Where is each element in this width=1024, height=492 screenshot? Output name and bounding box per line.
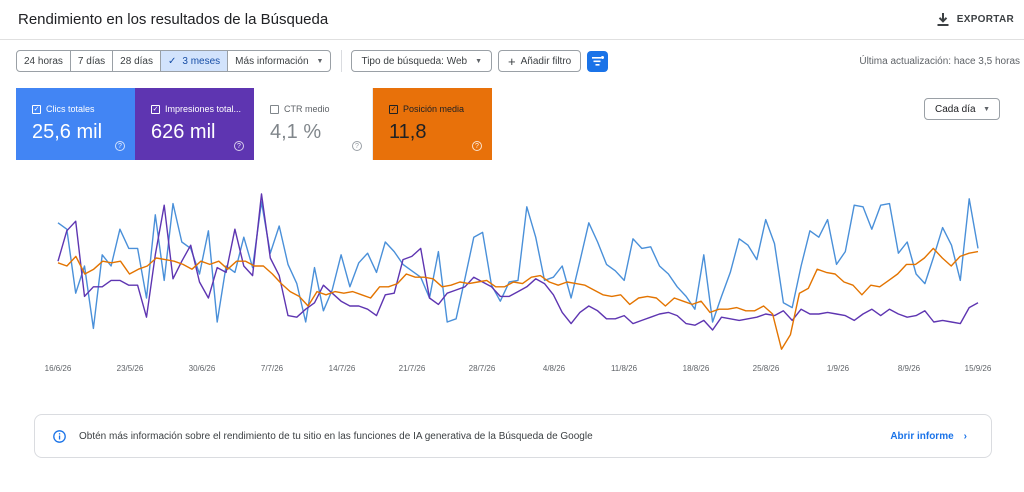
help-icon[interactable]: ? xyxy=(472,141,482,151)
last-update-text: Última actualización: hace 3,5 horas xyxy=(859,56,1020,67)
open-report-link[interactable]: Abrir informe › xyxy=(890,431,967,442)
caret-down-icon: ▼ xyxy=(316,57,324,65)
series-line-0 xyxy=(57,198,979,330)
metric-label: Impresiones total... xyxy=(165,104,242,114)
open-report-label: Abrir informe xyxy=(890,431,954,442)
x-tick-label: 4/8/26 xyxy=(543,364,566,373)
page-title: Rendimiento en los resultados de la Búsq… xyxy=(18,11,329,28)
page-header: Rendimiento en los resultados de la Búsq… xyxy=(0,0,1024,40)
x-tick-label: 11/8/26 xyxy=(611,364,638,373)
checkbox-checked-icon[interactable]: ✓ xyxy=(151,104,160,114)
metric-value: 4,1 % xyxy=(270,121,322,143)
x-tick-label: 15/9/26 xyxy=(965,364,992,373)
ai-features-banner: Obtén más información sobre el rendimien… xyxy=(34,414,992,458)
series-line-2 xyxy=(57,247,979,350)
x-tick-label: 7/7/26 xyxy=(261,364,284,373)
more-info-dropdown[interactable]: Más información ▼ xyxy=(228,51,330,71)
x-tick-label: 25/8/26 xyxy=(753,364,780,373)
x-tick-label: 28/7/26 xyxy=(469,364,496,373)
help-icon[interactable]: ? xyxy=(234,141,244,151)
performance-chart: 16/6/26 23/5/26 30/6/26 7/7/26 14/7/26 21/7/2… xyxy=(45,193,992,373)
metric-value: 25,6 mil xyxy=(32,121,103,143)
granularity-label: Cada día xyxy=(935,103,976,115)
x-tick-label: 1/9/26 xyxy=(827,364,850,373)
caret-down-icon: ▼ xyxy=(475,57,483,65)
x-tick-label: 18/8/26 xyxy=(683,364,710,373)
add-filter-button[interactable]: + Añadir filtro xyxy=(498,50,582,72)
metric-cards: ✓ Clics totales 25,6 mil ? ✓ Impresiones… xyxy=(16,88,492,160)
x-tick-label: 14/7/26 xyxy=(329,364,356,373)
range-24h[interactable]: 24 horas xyxy=(17,51,71,71)
metric-card-header: CTR medio xyxy=(270,104,330,114)
date-range-selector: 24 horas 7 días 28 días ✓ 3 meses Más in… xyxy=(16,50,332,72)
metric-label: CTR medio xyxy=(284,104,330,114)
metric-value: 11,8 xyxy=(389,121,427,143)
series-line-1 xyxy=(57,193,979,331)
metric-label: Clics totales xyxy=(46,104,95,114)
info-icon xyxy=(53,430,66,443)
metric-card-impressions[interactable]: ✓ Impresiones total... 626 mil ? xyxy=(135,88,254,160)
filter-bar: 24 horas 7 días 28 días ✓ 3 meses Más in… xyxy=(16,50,609,72)
x-tick-label: 16/6/26 xyxy=(45,364,72,373)
metric-card-clicks[interactable]: ✓ Clics totales 25,6 mil ? xyxy=(16,88,135,160)
filter-list-icon xyxy=(591,56,604,66)
range-3m[interactable]: ✓ 3 meses xyxy=(160,51,229,71)
range-7d[interactable]: 7 días xyxy=(71,51,114,71)
metric-card-header: ✓ Clics totales xyxy=(32,104,95,114)
filter-settings-button[interactable] xyxy=(587,50,609,72)
checkbox-checked-icon[interactable]: ✓ xyxy=(32,104,41,114)
plus-icon: + xyxy=(508,53,516,69)
search-type-dropdown[interactable]: Tipo de búsqueda: Web ▼ xyxy=(351,50,493,72)
download-icon xyxy=(937,12,949,26)
export-label: EXPORTAR xyxy=(956,13,1014,25)
add-filter-label: Añadir filtro xyxy=(520,55,572,67)
x-tick-label: 23/5/26 xyxy=(117,364,144,373)
x-tick-label: 8/9/26 xyxy=(898,364,921,373)
metric-card-header: ✓ Impresiones total... xyxy=(151,104,241,114)
metric-card-header: ✓ Posición media xyxy=(389,104,464,114)
help-icon[interactable]: ? xyxy=(115,141,125,151)
granularity-dropdown[interactable]: Cada día ▼ xyxy=(924,98,1000,120)
divider xyxy=(341,50,343,72)
checkbox-unchecked-icon[interactable] xyxy=(270,104,279,114)
chevron-right-icon: › xyxy=(963,431,967,442)
x-tick-label: 30/6/26 xyxy=(189,364,216,373)
search-type-label: Tipo de búsqueda: Web xyxy=(361,55,468,67)
x-tick-label: 21/7/26 xyxy=(399,364,426,373)
caret-down-icon: ▼ xyxy=(983,105,990,113)
metric-value: 626 mil xyxy=(151,121,216,143)
check-icon: ✓ xyxy=(167,55,177,67)
range-28d[interactable]: 28 días xyxy=(113,51,161,71)
export-button[interactable]: EXPORTAR xyxy=(937,9,1014,29)
banner-message: Obtén más información sobre el rendimien… xyxy=(79,431,593,442)
help-icon[interactable]: ? xyxy=(352,141,362,151)
range-3m-label: 3 meses xyxy=(182,55,221,67)
metric-card-ctr[interactable]: CTR medio 4,1 % ? xyxy=(254,88,373,160)
metric-label: Posición media xyxy=(403,104,465,114)
metric-card-position[interactable]: ✓ Posición media 11,8 ? xyxy=(373,88,492,160)
more-info-label: Más información xyxy=(235,55,309,67)
checkbox-checked-icon[interactable]: ✓ xyxy=(389,104,398,114)
